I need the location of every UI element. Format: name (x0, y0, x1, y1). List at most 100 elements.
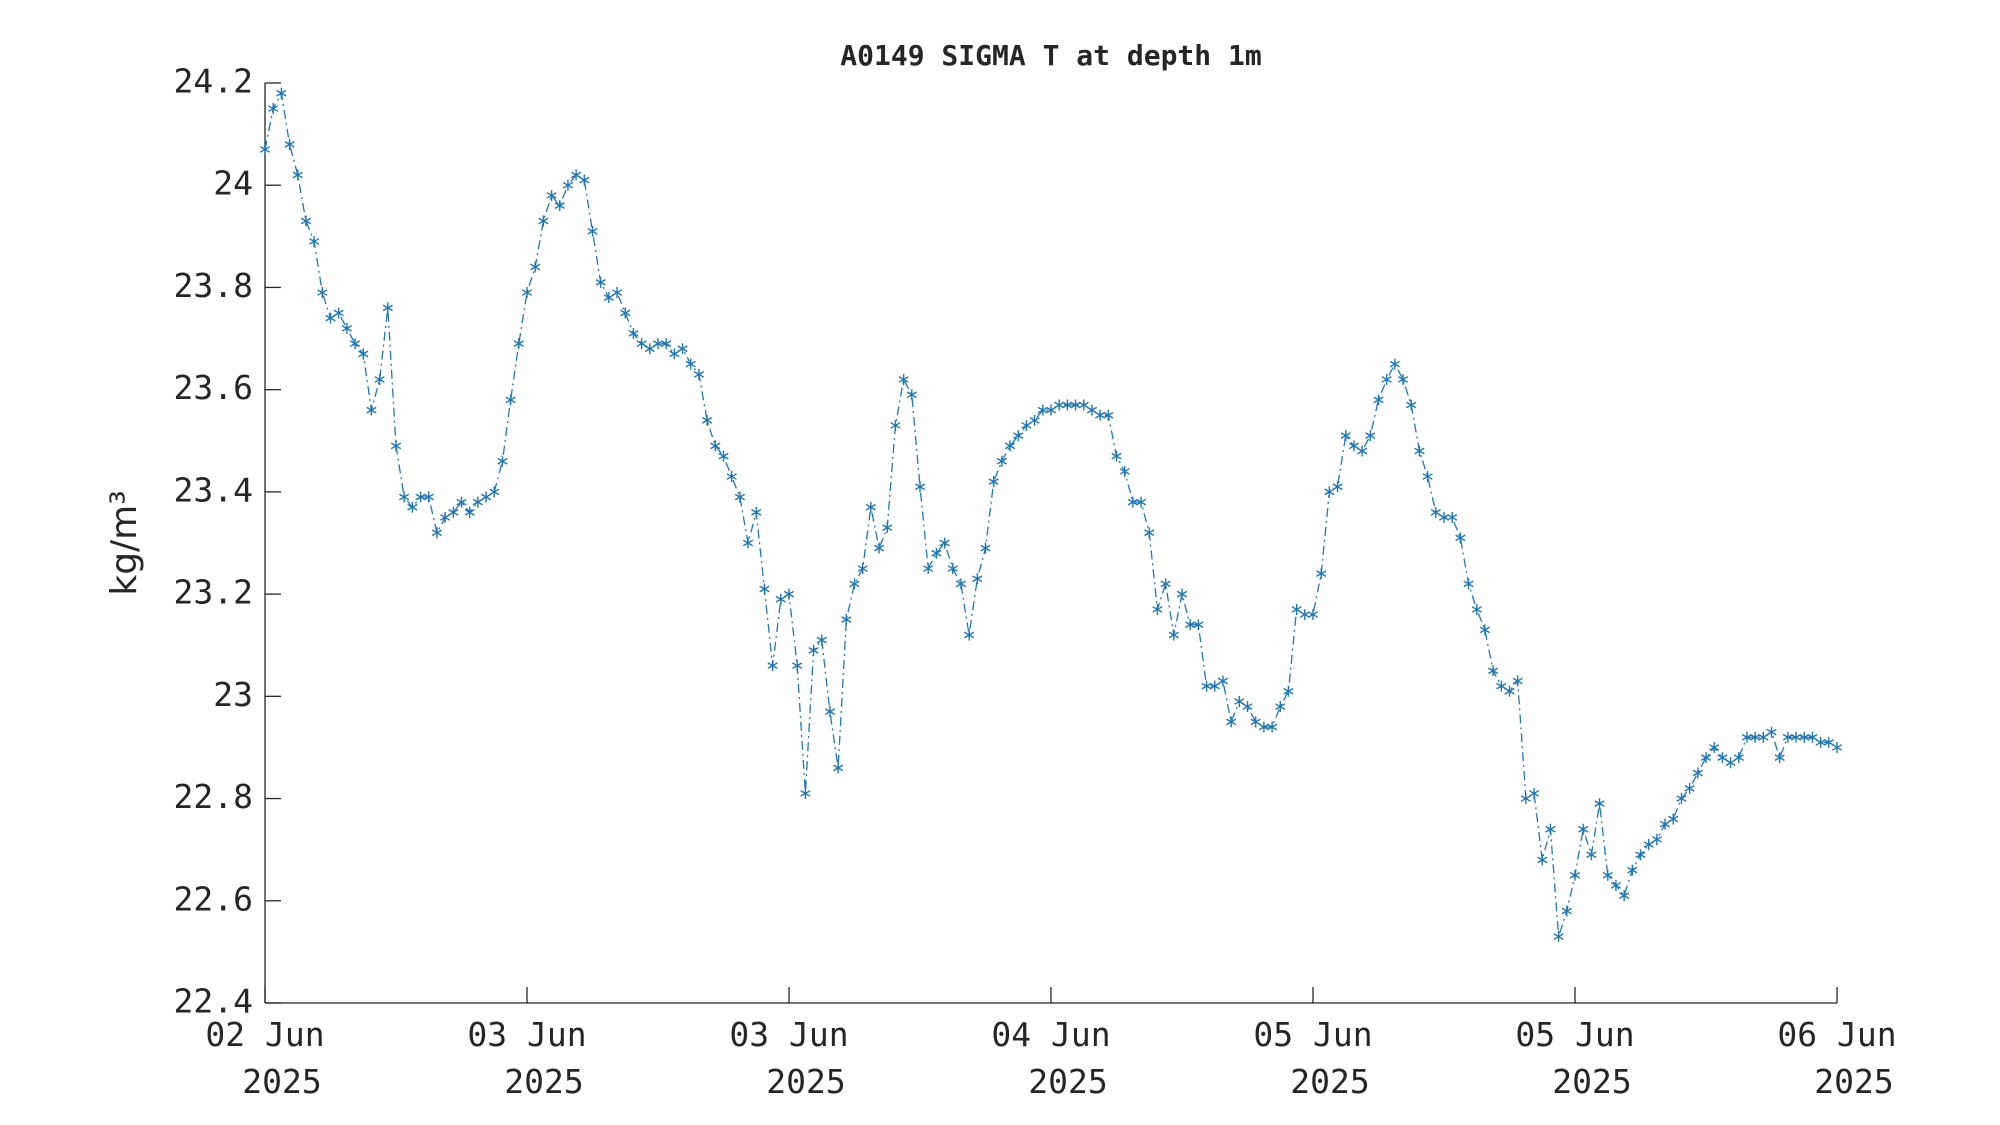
data-marker (1250, 716, 1261, 728)
data-marker (505, 394, 516, 406)
data-marker (431, 527, 443, 539)
data-marker (857, 563, 868, 575)
data-marker (1152, 603, 1163, 615)
data-marker (333, 307, 344, 319)
y-tick-label: 22.4 (174, 982, 253, 1021)
data-marker (890, 419, 901, 431)
data-marker (1119, 465, 1130, 477)
data-marker (399, 491, 410, 503)
data-marker (1479, 624, 1491, 636)
data-marker (1086, 404, 1098, 416)
data-marker (923, 563, 934, 575)
data-marker (816, 634, 827, 646)
data-marker (873, 542, 885, 554)
data-marker (1275, 701, 1286, 713)
data-marker (268, 103, 279, 115)
x-tick-label: 05 Jun 2025 (1515, 1015, 1634, 1101)
data-marker (1578, 823, 1589, 835)
data-marker (1447, 511, 1458, 523)
data-marker (349, 338, 361, 350)
data-marker (1291, 603, 1302, 615)
data-marker (1307, 609, 1319, 621)
data-marker (382, 302, 393, 314)
data-marker (1430, 506, 1441, 518)
data-marker (882, 522, 893, 534)
data-marker (1103, 409, 1114, 421)
data-marker (1209, 680, 1220, 692)
data-marker (1741, 731, 1753, 743)
data-marker (1692, 767, 1703, 779)
data-marker (947, 563, 958, 575)
data-marker (931, 547, 942, 559)
data-marker (309, 235, 320, 247)
data-marker (480, 491, 492, 503)
data-marker (1438, 511, 1450, 523)
data-marker (1799, 731, 1810, 743)
y-tick-label: 23.6 (174, 368, 253, 407)
data-marker (1348, 440, 1360, 452)
data-marker (603, 292, 614, 304)
data-marker (1414, 445, 1425, 457)
data-marker (1406, 399, 1417, 411)
chart-title: A0149 SIGMA T at depth 1m (840, 39, 1261, 72)
data-marker (562, 179, 574, 191)
data-marker (1373, 394, 1384, 406)
data-marker (1340, 430, 1351, 442)
y-tick-label: 22.6 (174, 879, 253, 918)
data-marker (1135, 496, 1147, 508)
data-marker (669, 348, 680, 360)
data-marker (644, 343, 655, 355)
data-marker (374, 373, 385, 385)
data-marker (464, 506, 475, 518)
data-marker (1316, 568, 1327, 580)
data-marker (284, 138, 295, 150)
data-marker (1651, 833, 1662, 845)
data-marker (751, 506, 762, 518)
data-marker (1381, 373, 1392, 385)
data-marker (538, 215, 549, 227)
data-marker (652, 338, 664, 350)
data-marker (849, 578, 860, 590)
data-marker (1619, 890, 1630, 902)
data-marker (1782, 731, 1793, 743)
data-marker (1266, 721, 1278, 733)
data-marker (1217, 675, 1229, 687)
data-marker (579, 174, 590, 186)
data-marker (988, 476, 999, 488)
data-marker (1831, 741, 1843, 753)
data-marker (775, 593, 786, 605)
data-marker (726, 471, 737, 483)
data-marker (1463, 578, 1474, 590)
data-marker (1717, 752, 1728, 764)
data-marker (1078, 399, 1089, 411)
data-marker (906, 389, 917, 401)
data-marker (964, 629, 975, 641)
data-marker (341, 322, 352, 334)
y-tick-label: 24 (213, 164, 253, 203)
data-marker (325, 312, 336, 324)
data-marker (366, 404, 377, 416)
data-marker (1242, 701, 1253, 713)
data-marker (407, 501, 418, 513)
data-marker (1676, 793, 1687, 805)
data-marker (1635, 849, 1646, 861)
data-marker (824, 706, 836, 718)
data-marker (1766, 726, 1777, 738)
data-marker (808, 644, 819, 656)
y-tick-label: 23.8 (174, 266, 253, 305)
data-marker (571, 169, 582, 181)
y-tick-label: 22.8 (174, 777, 253, 816)
data-marker (1561, 905, 1572, 917)
data-marker (1659, 818, 1671, 830)
data-marker (440, 511, 451, 523)
data-marker (914, 481, 926, 493)
data-marker (448, 506, 459, 518)
x-tick-label: 03 Jun 2025 (467, 1015, 586, 1101)
data-marker (865, 501, 876, 513)
data-marker (1283, 685, 1294, 697)
data-marker (1627, 864, 1638, 876)
data-marker (1070, 399, 1081, 411)
x-tick-label: 02 Jun 2025 (205, 1015, 324, 1101)
